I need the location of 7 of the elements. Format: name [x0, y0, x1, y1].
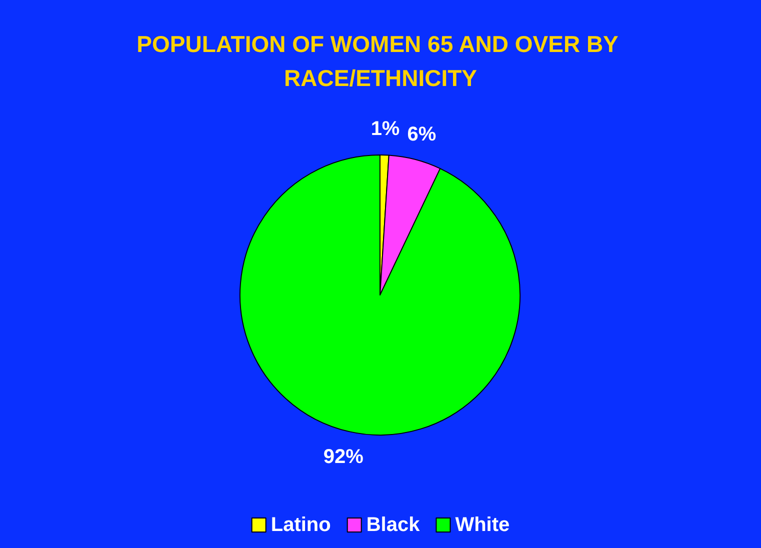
data-label: 1% — [370, 118, 400, 140]
data-label: 92% — [323, 446, 364, 468]
data-label: 6% — [407, 123, 436, 146]
legend-label: White — [455, 514, 510, 536]
chart-title: POPULATION OF WOMEN 65 AND OVER BY RACE/ETHNICITY — [136, 31, 624, 91]
legend-label: Latino — [270, 514, 331, 536]
legend-label: Black — [366, 514, 421, 536]
